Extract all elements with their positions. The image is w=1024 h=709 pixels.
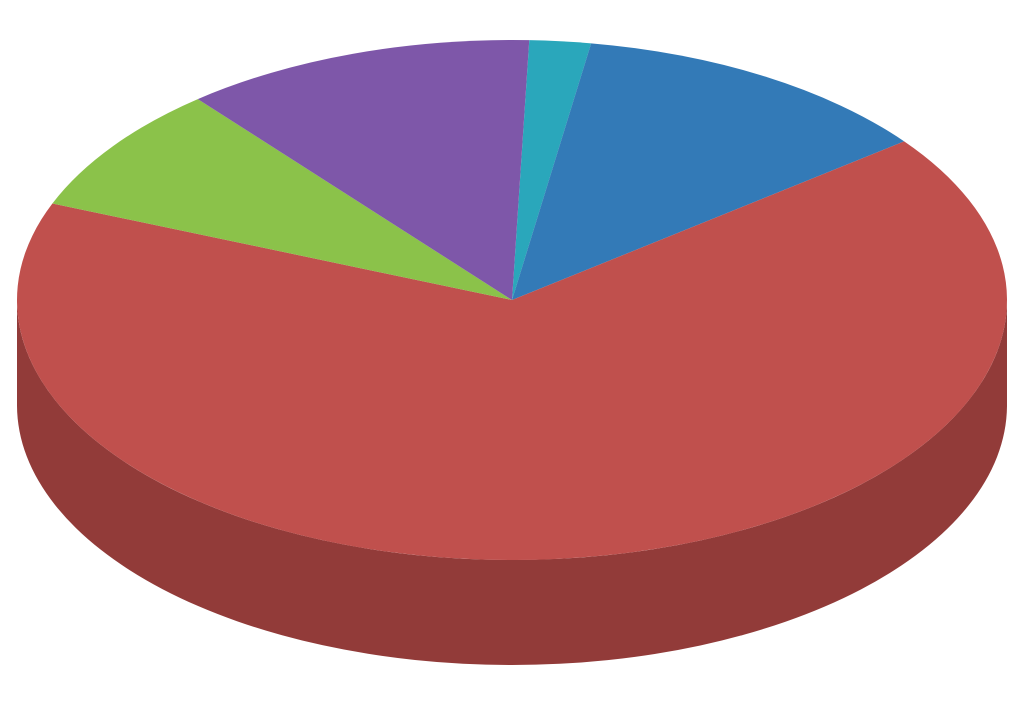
pie-chart-3d	[0, 0, 1024, 709]
